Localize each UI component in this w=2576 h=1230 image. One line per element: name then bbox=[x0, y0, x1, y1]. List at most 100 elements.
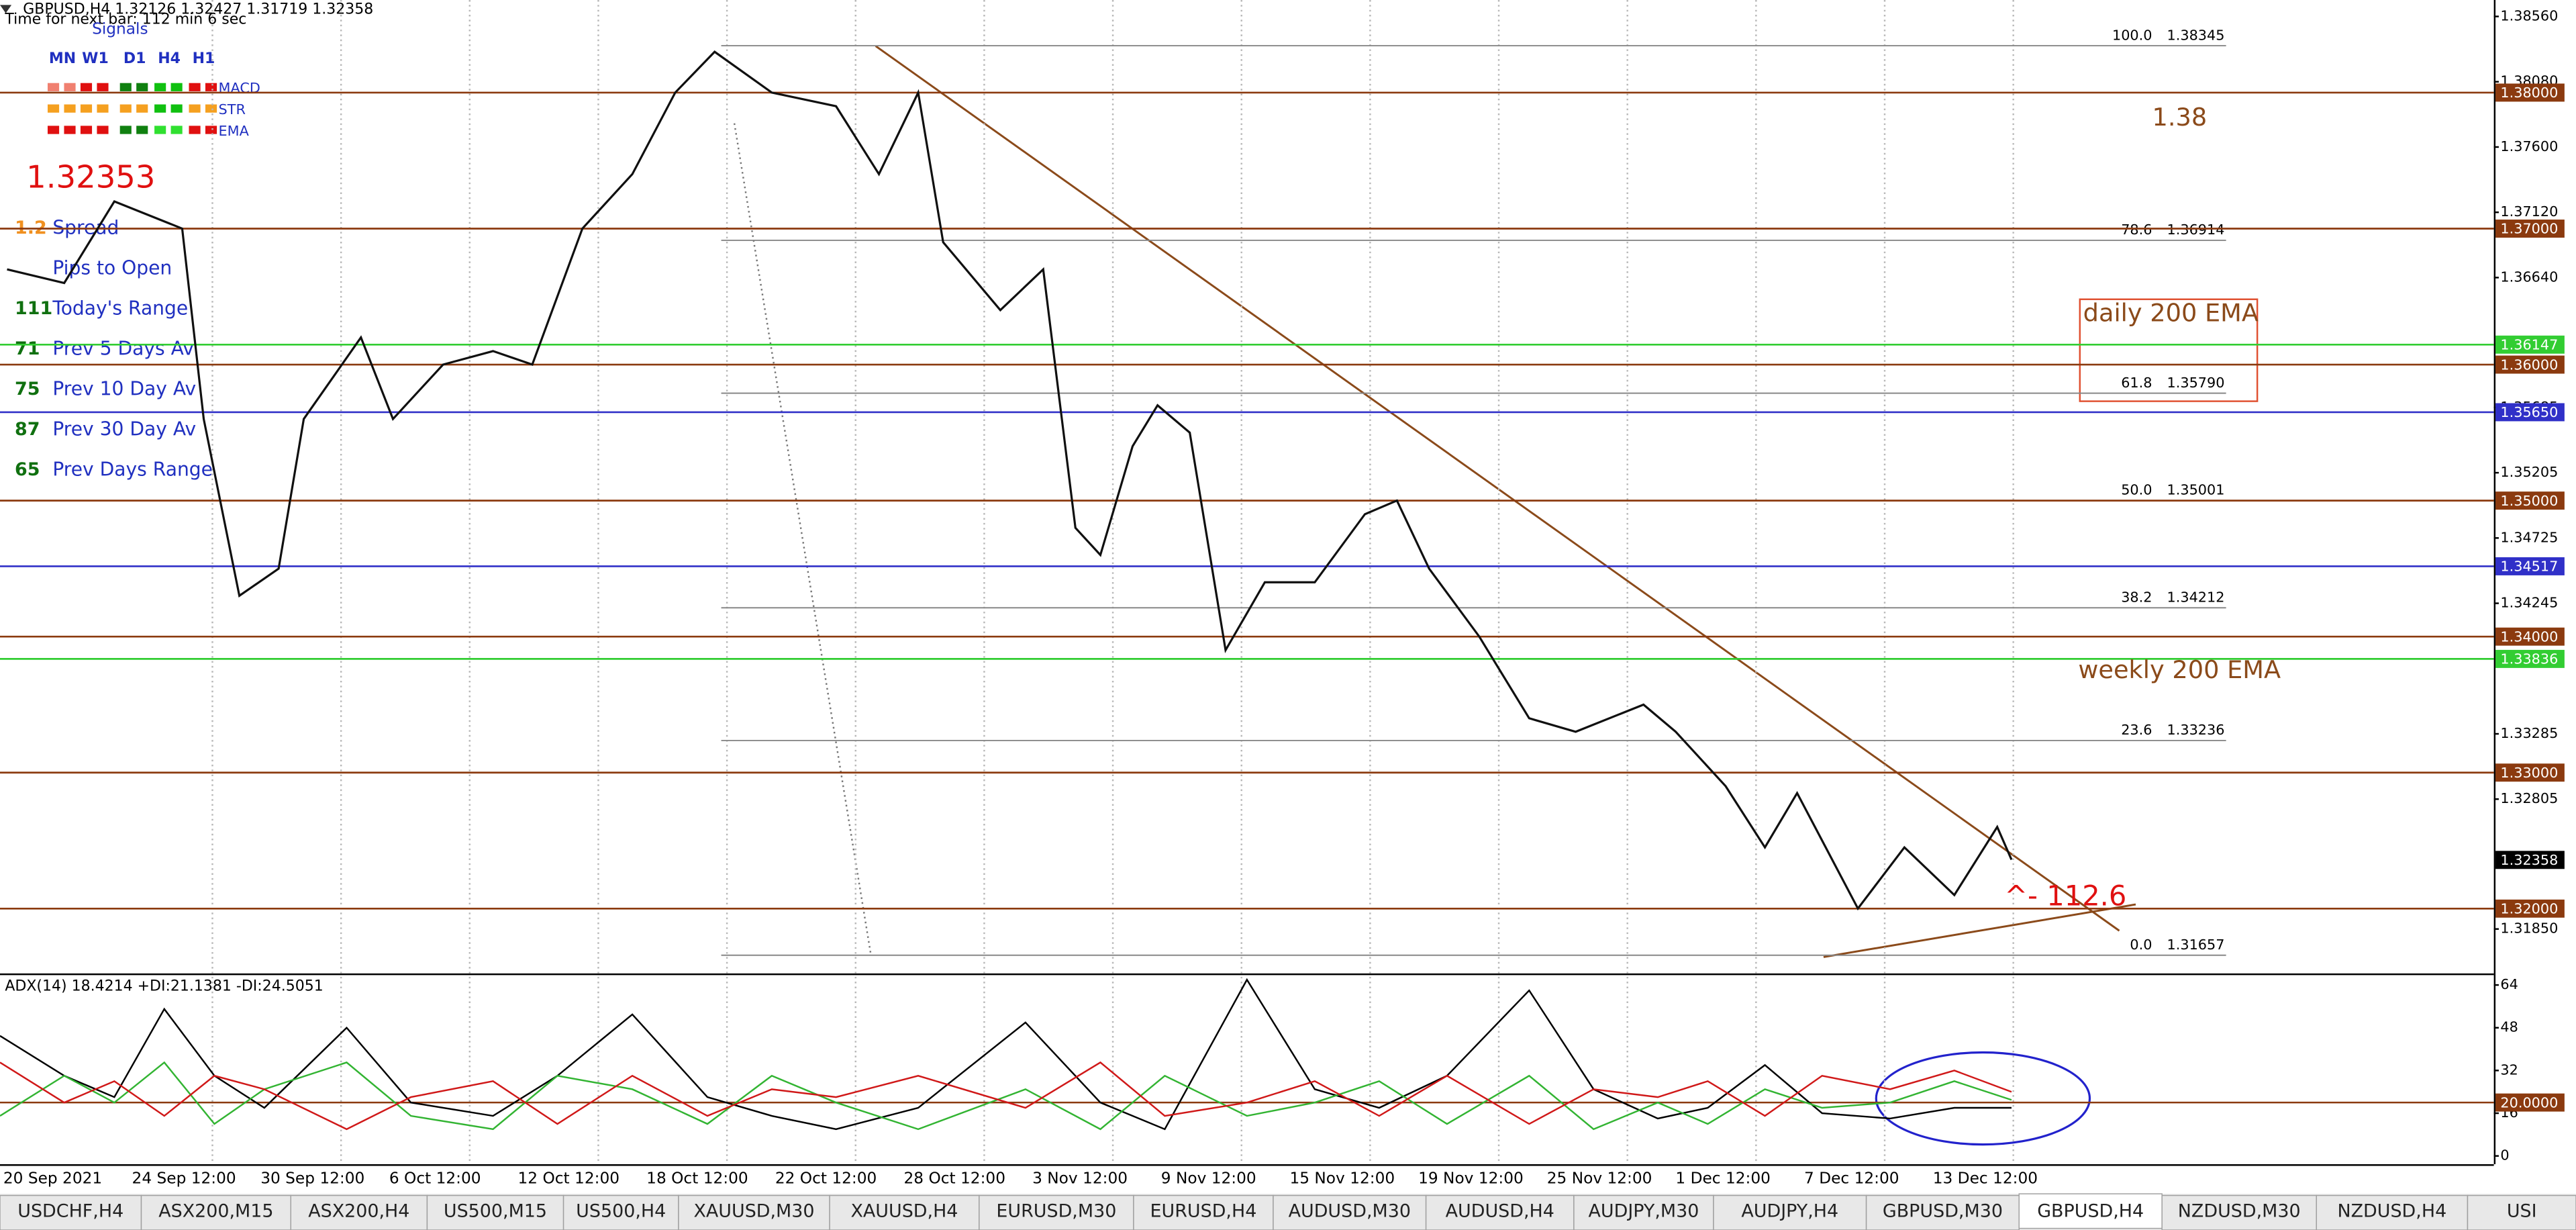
y-tick-label: 1.32805 bbox=[2500, 790, 2558, 806]
fib-price: 1.35790 bbox=[2167, 375, 2225, 391]
signal-dash bbox=[119, 126, 132, 134]
level-label: 1.37000 bbox=[2500, 221, 2558, 237]
signal-name: STR bbox=[219, 101, 246, 117]
x-tick-label: 18 Oct 12:00 bbox=[646, 1170, 748, 1188]
x-tick-label: 19 Nov 12:00 bbox=[1418, 1170, 1524, 1188]
timeframe-label: D1 bbox=[123, 50, 146, 67]
level-label: 1.32000 bbox=[2500, 901, 2558, 917]
tab[interactable] bbox=[2467, 1194, 2576, 1230]
tab-label[interactable]: US500,H4 bbox=[576, 1201, 666, 1222]
tab[interactable] bbox=[1133, 1194, 1274, 1230]
tab-label[interactable]: XAUUSD,H4 bbox=[850, 1201, 958, 1222]
tab-label[interactable]: AUDJPY,H4 bbox=[1741, 1201, 1838, 1222]
level-label: 1.36147 bbox=[2500, 337, 2558, 353]
annotation: daily 200 EMA bbox=[2083, 298, 2259, 327]
tab[interactable] bbox=[1865, 1194, 2020, 1230]
signal-name: EMA bbox=[219, 123, 250, 139]
tab-label[interactable]: EURUSD,H4 bbox=[1150, 1201, 1257, 1222]
signal-dash bbox=[170, 104, 183, 113]
tab[interactable] bbox=[290, 1194, 428, 1230]
tab[interactable] bbox=[2161, 1194, 2317, 1230]
signals-title: Signals bbox=[92, 20, 148, 38]
symbol-line: GBPUSD,H4 1.32126 1.32427 1.31719 1.3235… bbox=[23, 1, 373, 18]
signal-dash bbox=[119, 83, 132, 91]
fib-anchor-line bbox=[733, 123, 872, 954]
tab-label[interactable]: AUDUSD,M30 bbox=[1289, 1201, 1411, 1222]
info-value: 87 bbox=[15, 419, 40, 440]
info-label: Prev 10 Day Av bbox=[52, 377, 196, 399]
annotation: ^- 112.6 bbox=[2004, 879, 2126, 912]
level-label-box bbox=[2495, 491, 2565, 510]
adx-tick-label: 64 bbox=[2500, 976, 2518, 992]
signal-dash bbox=[205, 83, 217, 91]
fib-level: 50.0 bbox=[2121, 482, 2152, 498]
level-label: 1.34000 bbox=[2500, 628, 2558, 645]
tab[interactable] bbox=[562, 1194, 679, 1230]
signal-dash bbox=[136, 126, 148, 134]
info-value: 71 bbox=[15, 338, 40, 359]
signal-dash bbox=[97, 104, 109, 113]
signal-dash bbox=[189, 104, 201, 113]
x-tick-label: 7 Dec 12:00 bbox=[1804, 1170, 1899, 1188]
tab[interactable] bbox=[1713, 1194, 1867, 1230]
trend-line bbox=[875, 45, 2120, 932]
tab-label[interactable]: XAUUSD,M30 bbox=[693, 1201, 814, 1222]
tab-label[interactable]: ASX200,M15 bbox=[158, 1201, 273, 1222]
tab-label[interactable]: NZDUSD,H4 bbox=[2337, 1201, 2446, 1222]
fib-level: 23.6 bbox=[2121, 722, 2152, 738]
x-tick-label: 22 Oct 12:00 bbox=[775, 1170, 877, 1188]
signal-dash bbox=[136, 104, 148, 113]
level-label: 1.35000 bbox=[2500, 493, 2558, 509]
tab-label[interactable]: NZDUSD,M30 bbox=[2178, 1201, 2301, 1222]
trend-line bbox=[1823, 903, 2136, 958]
adx-tick-label: 48 bbox=[2500, 1019, 2518, 1035]
tab-label[interactable]: GBPUSD,M30 bbox=[1883, 1201, 2003, 1222]
signal-dash bbox=[80, 126, 93, 134]
collapse-icon bbox=[0, 5, 12, 13]
x-tick-label: 13 Dec 12:00 bbox=[1933, 1170, 2038, 1188]
y-tick-label: 1.33285 bbox=[2500, 725, 2558, 741]
y-tick-label: 1.31850 bbox=[2500, 920, 2558, 937]
signal-dash bbox=[80, 104, 93, 113]
level-label-box bbox=[2495, 335, 2565, 354]
price-line bbox=[7, 50, 2013, 911]
fib-level: 78.6 bbox=[2121, 222, 2152, 238]
signal-dash bbox=[47, 126, 60, 134]
signal-dash bbox=[47, 83, 60, 91]
annotation: 1.38 bbox=[2152, 103, 2207, 132]
level-label-box bbox=[2495, 403, 2565, 422]
fib-price: 1.36914 bbox=[2167, 222, 2225, 238]
level-label-box bbox=[2495, 220, 2565, 238]
adx-tick-label: 32 bbox=[2500, 1061, 2518, 1078]
level-label-box bbox=[2495, 627, 2565, 646]
tab-label[interactable]: USDCHF,H4 bbox=[17, 1201, 123, 1222]
tab-label[interactable]: GBPUSD,H4 bbox=[2037, 1201, 2144, 1222]
signal-dash bbox=[170, 126, 183, 134]
tab[interactable] bbox=[1573, 1194, 1714, 1230]
tab-label[interactable]: AUDUSD,H4 bbox=[1446, 1201, 1554, 1222]
level-label: 1.36000 bbox=[2500, 357, 2558, 373]
tab-label[interactable]: US500,M15 bbox=[444, 1201, 547, 1222]
fib-price: 1.33236 bbox=[2167, 722, 2225, 738]
signal-dash bbox=[189, 83, 201, 91]
tab[interactable] bbox=[2316, 1194, 2469, 1230]
fib-price: 1.35001 bbox=[2167, 482, 2225, 498]
fib-price: 1.31657 bbox=[2167, 937, 2225, 953]
annotation: weekly 200 EMA bbox=[2078, 655, 2281, 684]
signal-dash bbox=[189, 126, 201, 134]
tab[interactable] bbox=[2018, 1193, 2163, 1229]
x-tick-label: 12 Oct 12:00 bbox=[518, 1170, 620, 1188]
adx-level-box bbox=[2495, 1093, 2565, 1112]
tab-label[interactable]: ASX200,H4 bbox=[308, 1201, 409, 1222]
adx-line bbox=[0, 1061, 2012, 1131]
timeframe-label: MN bbox=[49, 50, 76, 67]
x-tick-label: 25 Nov 12:00 bbox=[1547, 1170, 1652, 1188]
fib-price: 1.38345 bbox=[2167, 27, 2225, 43]
tab-label[interactable]: AUDJPY,M30 bbox=[1588, 1201, 1699, 1222]
tab-label[interactable]: EURUSD,M30 bbox=[996, 1201, 1116, 1222]
tab-label[interactable]: USI bbox=[2507, 1201, 2537, 1222]
info-label: Spread bbox=[52, 216, 119, 238]
info-value: 75 bbox=[15, 379, 40, 399]
signal-dash bbox=[64, 83, 76, 91]
